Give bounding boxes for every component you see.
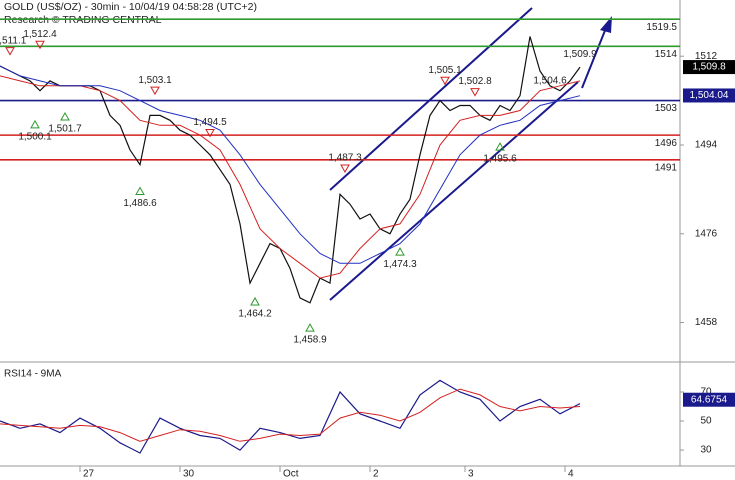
price-tag-label: 1,509.8: [692, 62, 726, 73]
price-tag: [683, 88, 735, 103]
series-line: [0, 65, 581, 264]
level-label: 1519.5: [646, 22, 677, 33]
annotation-label: 1,486.6: [123, 198, 157, 209]
y-tick-label: 1512: [695, 51, 718, 62]
y-tick-label: 1494: [695, 140, 718, 151]
y-tick-label: 30: [700, 445, 712, 456]
annotation-label: 1,501.7: [48, 124, 82, 135]
price-tag-label: 64.6754: [691, 394, 728, 405]
annotation-label: 1,458.9: [293, 335, 327, 346]
annotation-label: 1,464.2: [238, 309, 272, 320]
x-tick-label: 4: [568, 469, 574, 480]
y-tick-label: 70: [700, 387, 712, 398]
peak-marker: [340, 164, 350, 174]
y-tick-label: 1476: [695, 228, 718, 239]
annotation-label: 1,511.1: [0, 35, 27, 46]
trough-marker: [30, 119, 40, 129]
annotation-label: 1,494.5: [193, 117, 227, 128]
peak-marker: [150, 86, 160, 96]
annotation-label: 1,474.3: [383, 259, 417, 270]
annotation-label: 1,509.9: [563, 49, 597, 60]
peak-marker: [470, 88, 480, 97]
trough-marker: [250, 296, 260, 306]
annotation-label: 1,504.6: [533, 75, 567, 86]
x-tick-label: Oct: [283, 469, 299, 480]
series-line: [0, 36, 581, 304]
trough-marker: [395, 247, 405, 256]
forecast-arrow-head: [600, 16, 612, 33]
chart-title: GOLD (US$/OZ) - 30min - 10/04/19 04:58:2…: [4, 1, 257, 13]
series-line: [0, 388, 581, 442]
annotation-label: 1,487.3: [328, 153, 362, 164]
y-tick-label: 50: [700, 416, 712, 427]
annotation-label: 1,495.6: [483, 154, 517, 165]
annotation-label: 1,503.1: [138, 75, 172, 86]
forecast-arrow: [581, 27, 607, 89]
x-tick-label: 3: [468, 469, 474, 480]
peak-marker: [5, 47, 15, 56]
price-tag-label: 1,504.04: [690, 90, 729, 101]
trend-channel-lower: [329, 81, 579, 301]
annotation-label: 1,512.4: [23, 29, 57, 40]
trough-marker: [135, 186, 145, 195]
trough-marker: [60, 112, 70, 121]
trough-marker: [305, 323, 315, 332]
series-line: [0, 75, 581, 279]
peak-marker: [440, 76, 450, 86]
level-label: 1491: [655, 162, 678, 173]
price-tag: [683, 60, 735, 75]
annotation-label: 1,500.1: [18, 132, 52, 143]
x-tick-label: 2: [373, 469, 379, 480]
peak-marker: [35, 40, 45, 50]
panel-title: RSI14 - 9MA: [4, 369, 62, 380]
price-tag: [683, 392, 735, 407]
level-label: 1503: [655, 103, 678, 114]
level-label: 1514: [655, 49, 678, 60]
annotation-label: 1,505.1: [428, 65, 462, 76]
peak-marker: [205, 129, 215, 138]
y-tick-label: 1458: [695, 317, 718, 328]
annotation-label: 1,502.8: [458, 76, 492, 87]
level-label: 1496: [655, 138, 678, 149]
x-tick-label: 27: [83, 469, 95, 480]
x-tick-label: 30: [183, 469, 195, 480]
trough-marker: [495, 142, 505, 151]
